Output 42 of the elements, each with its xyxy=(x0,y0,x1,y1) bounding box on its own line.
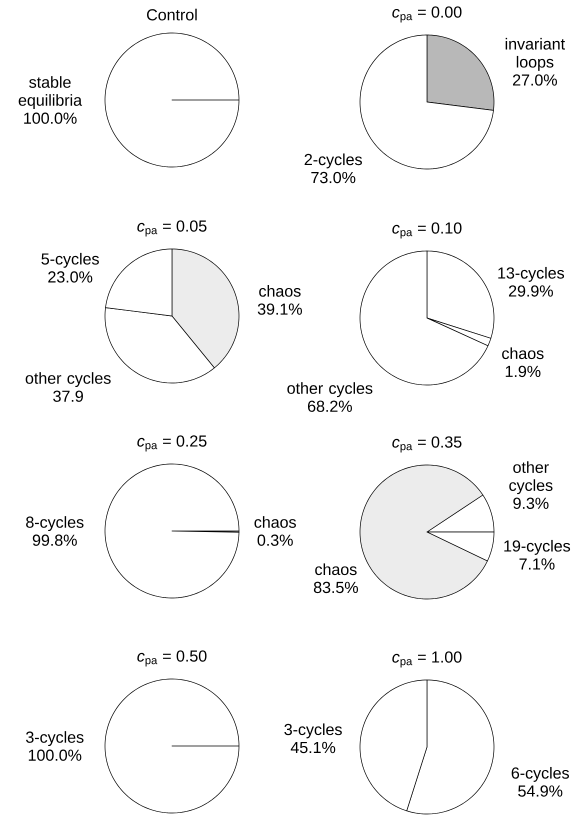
chart-title: c$_{pa}$ = 0.50 xyxy=(137,650,207,666)
slice-label: other cycles xyxy=(287,382,372,398)
data-label: 23.0% xyxy=(48,271,92,283)
slice-label: invariant loops xyxy=(506,38,565,71)
chart-title: c$_{pa}$ = 0.10 xyxy=(392,222,462,238)
chart-title: c$_{pa}$ = 0.25 xyxy=(137,435,206,452)
chart-title: c$_{pa}$ = 1.00 xyxy=(392,651,462,668)
slice-label: other cycles xyxy=(509,461,552,494)
data-label: 9.3% xyxy=(513,498,549,509)
data-label: 27.0% xyxy=(512,74,557,86)
slice-label: 2-cycles xyxy=(304,153,362,168)
data-label: 100.0% xyxy=(28,750,82,761)
data-label: 68.2% xyxy=(308,400,352,412)
chart-title: c$_{pa}$ = 0.05 xyxy=(137,220,206,236)
data-label: 99.8% xyxy=(32,534,77,546)
chart-title: c$_{pa}$ = 0.00 xyxy=(392,6,462,22)
data-label: 100.0% xyxy=(24,112,77,124)
slice-label: other cycles xyxy=(26,372,111,388)
chart-title: Control xyxy=(147,8,197,20)
data-label: 83.5% xyxy=(314,582,358,594)
slice-label: 19-cycles xyxy=(504,540,570,555)
data-label: 7.1% xyxy=(519,558,555,570)
data-label: 37.9 xyxy=(53,390,83,402)
slice-label: chaos xyxy=(254,516,296,528)
slice-label: 13-cycles xyxy=(498,266,564,282)
slice-label: 6-cycles xyxy=(512,766,569,782)
data-label: 0.3% xyxy=(258,534,293,546)
slice-label: chaos xyxy=(315,563,357,576)
slice-label: 8-cycles xyxy=(26,516,84,532)
data-label: 45.1% xyxy=(290,742,336,754)
data-label: 39.1% xyxy=(258,303,302,315)
slice-label: chaos xyxy=(502,347,544,360)
slice-label: stable equilibria xyxy=(18,76,82,110)
data-label: 54.9% xyxy=(518,785,562,797)
slice-label: chaos xyxy=(259,285,301,297)
data-label: 73.0% xyxy=(311,172,356,184)
slice-label: 3-cycles xyxy=(284,723,342,738)
data-label: 29.9% xyxy=(508,285,553,297)
data-label: 1.9% xyxy=(506,366,540,378)
chart-title: c$_{pa}$ = 0.35 xyxy=(392,436,462,452)
slice-label: 3-cycles xyxy=(26,731,84,746)
slice-label: 5-cycles xyxy=(41,252,99,268)
